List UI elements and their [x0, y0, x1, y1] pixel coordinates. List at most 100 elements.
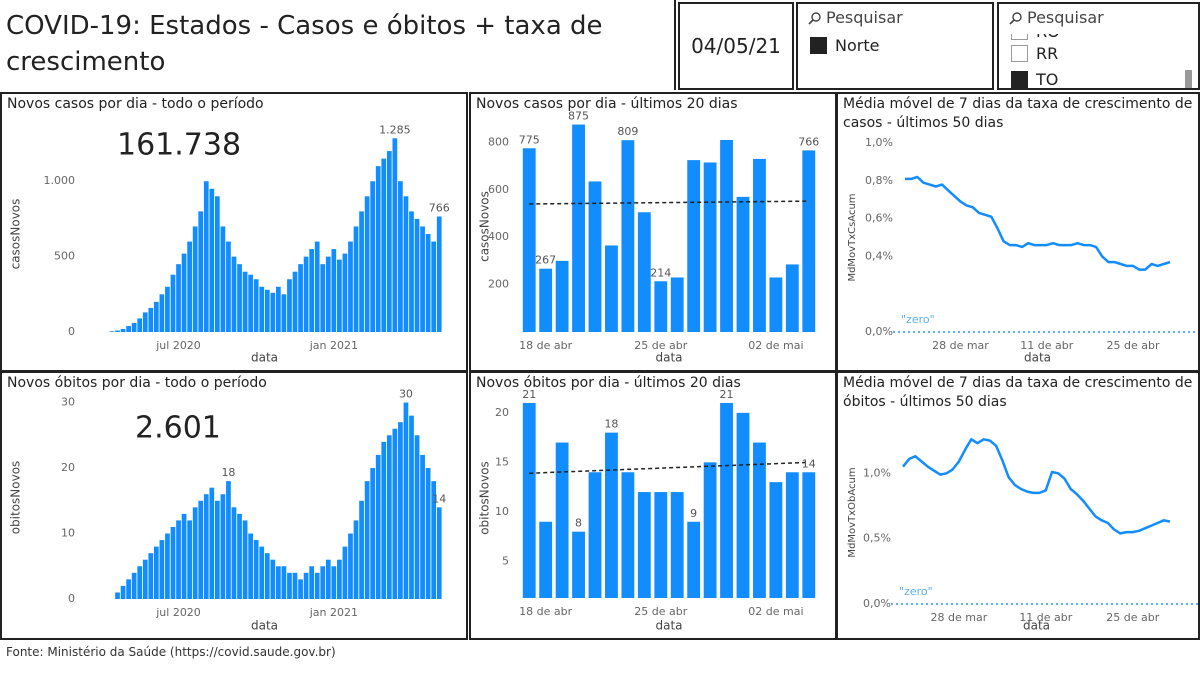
data-label: 214: [650, 266, 671, 279]
bar: [703, 462, 717, 598]
bar: [209, 487, 215, 599]
x-tick-label: 28 de mar: [931, 611, 988, 624]
search-placeholder: Pesquisar: [826, 8, 903, 27]
bar: [203, 494, 209, 599]
slicer-item[interactable]: RR: [1011, 44, 1058, 63]
bar: [436, 507, 442, 599]
bar: [670, 277, 684, 332]
data-label: 775: [519, 133, 540, 146]
x-axis-title: data: [251, 619, 278, 633]
bar: [159, 294, 165, 332]
bar: [736, 196, 750, 332]
bar: [588, 181, 602, 332]
y-axis-title: casosNovos: [9, 199, 23, 270]
checkbox[interactable]: [1011, 45, 1028, 62]
bar: [431, 481, 437, 599]
bar: [226, 481, 231, 599]
search-box[interactable]: Pesquisar: [1009, 8, 1104, 27]
bar: [314, 572, 320, 599]
bar: [148, 553, 154, 599]
bar: [331, 566, 337, 599]
y-tick-label: 0,0%: [863, 597, 891, 610]
data-label: 9: [690, 507, 697, 520]
bar: [621, 140, 635, 332]
y-tick-label: 800: [488, 135, 509, 148]
kpi-value: 2.601: [135, 411, 221, 446]
x-tick-label: jan 2021: [309, 606, 358, 619]
bar: [359, 500, 364, 599]
bar: [137, 566, 143, 599]
bar: [802, 472, 816, 598]
chart-title: Média móvel de 7 dias da taxa de crescim…: [843, 375, 1193, 410]
chart: 5 10 15 20 data obitosNovos 18 de abr 25 de abr…: [478, 388, 816, 633]
bar: [303, 572, 309, 599]
bar: [637, 492, 651, 598]
chart-title: Novos casos por dia - últimos 20 dias: [476, 96, 738, 112]
y-tick-label: 0,0%: [865, 325, 893, 338]
bar: [281, 566, 287, 599]
slicer-item[interactable]: Norte: [810, 36, 879, 55]
chart-panel: 0,0% 0,5% 1,0% data MdMovTxObAcum "zero" 28 de…: [836, 371, 1200, 640]
search-box[interactable]: Pesquisar: [808, 8, 903, 27]
bar: [621, 472, 635, 598]
bar: [181, 513, 187, 599]
report-title: COVID-19: Estados - Casos e óbitos + tax…: [0, 0, 676, 90]
bar: [148, 307, 154, 332]
data-label: 8: [575, 517, 582, 530]
bar: [226, 241, 231, 332]
bar: [555, 260, 569, 332]
bar: [381, 158, 387, 332]
bar: [192, 507, 198, 599]
y-tick-label: 10: [61, 527, 75, 540]
bar: [348, 241, 353, 332]
y-tick-label: 0,6%: [865, 212, 893, 225]
bar: [159, 540, 165, 599]
bar: [287, 279, 292, 332]
bar: [436, 216, 442, 332]
bar: [276, 566, 281, 599]
bar: [522, 402, 536, 598]
y-tick-label: 10: [495, 505, 509, 518]
x-tick-label: jul 2020: [155, 606, 201, 619]
chart-panel: 0,0% 0,4% 0,6% 0,8% 1,0% data MdMovTxCsAcum "ze…: [836, 92, 1200, 372]
series-line: [905, 175, 1171, 271]
bar: [276, 286, 281, 332]
checkbox[interactable]: [810, 37, 827, 54]
bar: [425, 468, 431, 599]
bar: [802, 150, 816, 332]
bar: [259, 286, 265, 332]
x-axis-title: data: [1024, 351, 1051, 365]
x-axis-title: data: [1023, 619, 1050, 633]
bar: [331, 249, 337, 332]
x-tick-label: 28 de mar: [932, 339, 989, 352]
chart: 0,0% 0,4% 0,6% 0,8% 1,0% data MdMovTxCsAcum "ze…: [847, 136, 1198, 365]
y-tick-label: 0,8%: [865, 174, 893, 187]
slicer-item[interactable]: TO: [1011, 70, 1058, 88]
data-label: 766: [798, 135, 819, 148]
bar: [192, 226, 198, 332]
y-axis-title: casosNovos: [478, 191, 492, 262]
bar: [253, 279, 259, 332]
x-axis-title: data: [655, 351, 682, 365]
chart-title: Novos óbitos por dia - todo o período: [7, 375, 267, 391]
bar: [403, 196, 409, 332]
slicer-item[interactable]: RO: [1011, 34, 1060, 41]
checkbox[interactable]: [1011, 34, 1028, 40]
bar: [214, 196, 220, 332]
bar: [181, 253, 187, 332]
bar: [126, 579, 131, 599]
bar: [253, 540, 259, 599]
checkbox[interactable]: [1011, 71, 1028, 88]
bar: [670, 492, 684, 598]
x-tick-label: 18 de abr: [519, 605, 572, 618]
scrollbar-thumb[interactable]: [1185, 70, 1192, 88]
data-label: 875: [568, 110, 589, 123]
bar: [176, 520, 181, 599]
bar: [420, 226, 425, 332]
bar: [298, 579, 303, 599]
series-line: [902, 438, 1171, 535]
bar: [115, 330, 120, 332]
bar: [370, 468, 376, 599]
bar: [126, 325, 131, 332]
bar: [298, 264, 303, 332]
